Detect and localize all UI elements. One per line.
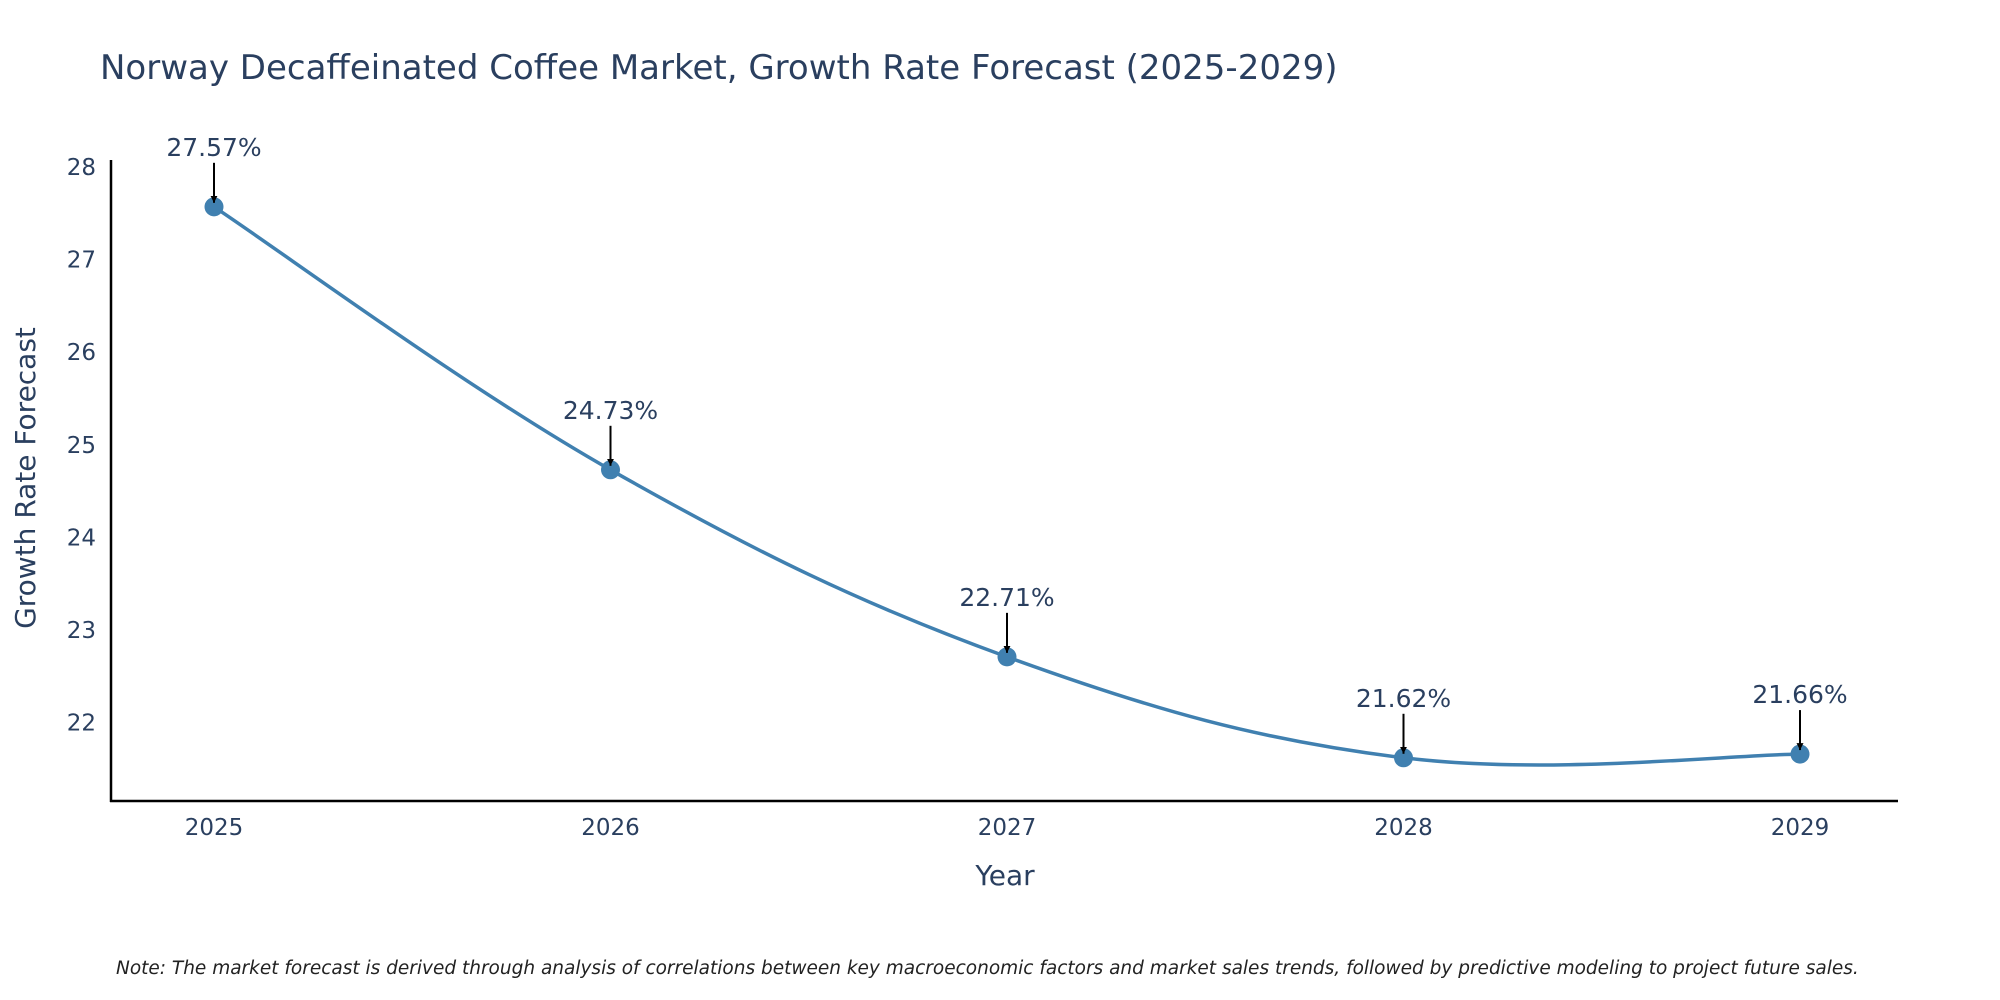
x-tick-labels: 2025 2026 2027 2028 2029 (185, 815, 1830, 841)
y-axis-title: Growth Rate Forecast (9, 327, 42, 629)
data-point-2025 (204, 197, 224, 217)
y-tick-label: 22 (67, 711, 96, 737)
data-label-text: 21.66% (1752, 680, 1847, 709)
x-tick-label: 2028 (1374, 815, 1433, 841)
x-tick-label: 2026 (581, 815, 640, 841)
x-tick-label: 2027 (978, 815, 1037, 841)
series-line (212, 205, 1802, 767)
footnote: Note: The market forecast is derived thr… (116, 958, 1859, 979)
data-label-text: 27.57% (166, 133, 261, 162)
y-tick-label: 28 (67, 155, 96, 181)
chart-title: Norway Decaffeinated Coffee Market, Grow… (100, 48, 1338, 88)
y-tick-label: 26 (67, 340, 96, 366)
data-label-text: 22.71% (959, 583, 1054, 612)
data-label-2026: 24.73% (563, 396, 658, 466)
data-point-2027 (997, 647, 1017, 667)
data-point-2028 (1394, 748, 1413, 768)
data-points (204, 197, 1810, 768)
x-axis-title: Year (974, 859, 1035, 892)
x-tick-label: 2025 (185, 815, 244, 841)
data-point-2026 (601, 460, 620, 480)
y-tick-label: 24 (67, 525, 96, 551)
data-label-2029: 21.66% (1752, 680, 1848, 751)
y-tick-label: 23 (67, 618, 96, 644)
data-labels: 27.57% 24.73% 22.71% 21.62% 21.66% (166, 133, 1848, 754)
y-tick-label: 25 (67, 433, 96, 459)
x-tick-label: 2029 (1771, 815, 1830, 841)
data-label-2027: 22.71% (959, 583, 1055, 653)
y-tick-labels: 22 23 24 25 26 27 28 (67, 155, 96, 737)
data-label-text: 21.62% (1356, 684, 1451, 713)
data-label-text: 24.73% (563, 396, 658, 425)
data-label-2025: 27.57% (166, 133, 262, 203)
data-label-2028: 21.62% (1356, 684, 1451, 754)
y-tick-label: 27 (67, 248, 96, 274)
data-point-2029 (1790, 744, 1810, 764)
